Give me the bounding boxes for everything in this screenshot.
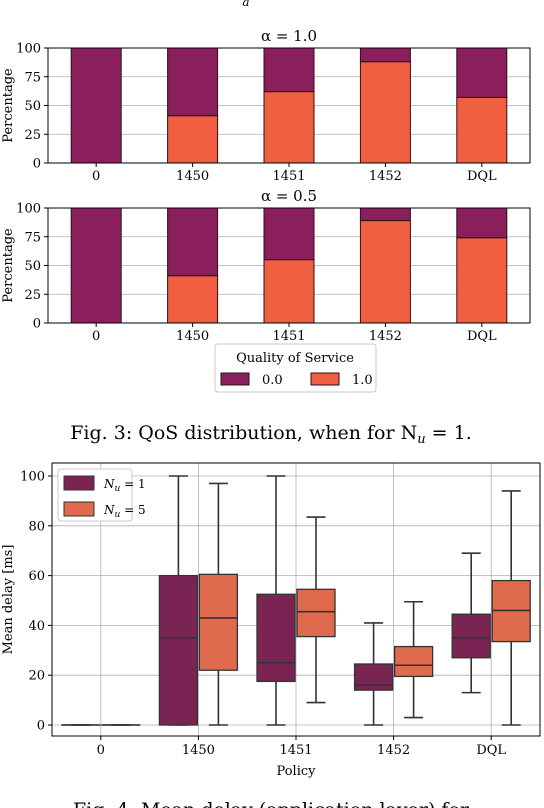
panel-1-ytick-label: 100 bbox=[16, 202, 41, 217]
box-xtick-label: 1451 bbox=[279, 743, 312, 758]
panel-0-bar-qos0-1452 bbox=[359, 47, 411, 63]
panel-1-xtick-label: 1452 bbox=[369, 329, 402, 344]
panel-0-ytick-label: 25 bbox=[24, 128, 41, 143]
box-n1-DQL-box bbox=[451, 613, 491, 659]
panel-0-xtick-label: 1450 bbox=[176, 169, 209, 184]
fig3-caption: Fig. 3: QoS distribution, when for Nu = … bbox=[70, 422, 472, 447]
panel-1-ytick-label: 0 bbox=[33, 317, 41, 332]
panel-1-bar-qos0-DQL bbox=[456, 207, 508, 239]
panel-0-title: α = 1.0 bbox=[261, 27, 317, 45]
panel-0-xtick-label: 1451 bbox=[272, 169, 305, 184]
box-ytick-label: 40 bbox=[28, 619, 45, 634]
qos-legend-swatch-0 bbox=[220, 372, 250, 386]
box-legend-label-n1: Nu = 1 bbox=[103, 477, 146, 494]
panel-0-bar-qos1-1450 bbox=[167, 115, 219, 164]
panel-1-bar-qos1-1450 bbox=[167, 275, 219, 324]
top-caption-fragment: a bbox=[242, 0, 249, 9]
qos-legend-title: Quality of Service bbox=[236, 351, 354, 366]
box-n5-1452-box bbox=[393, 645, 434, 678]
panel-1-bar-qos0-1451 bbox=[263, 207, 315, 261]
box-n1-1450-box bbox=[158, 574, 199, 726]
box-ytick-label: 80 bbox=[28, 519, 45, 534]
panel-0-bar-qos0-1450 bbox=[167, 47, 219, 117]
panel-0-ytick-label: 0 bbox=[33, 157, 41, 172]
panel-1-bar-qos1-1451 bbox=[263, 259, 315, 324]
box-xtick-label: 1450 bbox=[182, 743, 215, 758]
box-ytick-label: 100 bbox=[20, 470, 45, 485]
box-ytick-label: 20 bbox=[28, 669, 45, 684]
panel-0-bar-qos0-DQL bbox=[456, 47, 508, 98]
box-n1-1452-box bbox=[353, 663, 394, 691]
panel-1-bar-qos0-1452 bbox=[359, 207, 411, 222]
qos-legend-label-0: 0.0 bbox=[262, 373, 283, 388]
box-n5-1451-box bbox=[296, 588, 336, 638]
panel-1-ytick-label: 75 bbox=[24, 230, 41, 245]
panel-0-ytick-label: 100 bbox=[16, 42, 41, 57]
box-n5-1450-box bbox=[198, 573, 239, 671]
fig4-caption: Fig. 4: Mean delay (application layer) f… bbox=[73, 799, 470, 808]
box-ytick-label: 60 bbox=[28, 569, 45, 584]
panel-1-ytick-label: 25 bbox=[24, 288, 41, 303]
panel-1-xtick-label: DQL bbox=[467, 329, 497, 344]
panel-1-bar-qos1-DQL bbox=[456, 237, 508, 324]
box-xtick-label: 1452 bbox=[377, 743, 410, 758]
box-n1-1451-box bbox=[256, 593, 296, 683]
box-xtick-label: 0 bbox=[97, 743, 105, 758]
qos-legend-label-1: 1.0 bbox=[352, 373, 373, 388]
box-legend-swatch-n1 bbox=[63, 475, 95, 491]
panel-0-ytick-label: 75 bbox=[24, 70, 41, 85]
panel-1-xtick-label: 1450 bbox=[176, 329, 209, 344]
box-legend-label-n5: Nu = 5 bbox=[103, 503, 146, 520]
panel-1-title: α = 0.5 bbox=[261, 187, 317, 205]
panel-0-bar-qos0-1451 bbox=[263, 47, 315, 93]
qos-legend-swatch-1 bbox=[310, 372, 340, 386]
box-ytick-label: 0 bbox=[37, 719, 45, 734]
panel-1-xtick-label: 1451 bbox=[272, 329, 305, 344]
box-legend-swatch-n5 bbox=[63, 501, 95, 517]
panel-0-bar-qos1-1451 bbox=[263, 91, 315, 164]
panel-0-xtick-label: 1452 bbox=[369, 169, 402, 184]
box-xlabel: Policy bbox=[277, 764, 317, 779]
panel-1-ytick-label: 50 bbox=[24, 259, 41, 274]
panel-0-ytick-label: 50 bbox=[24, 99, 41, 114]
panel-0-xtick-label: DQL bbox=[467, 169, 497, 184]
panel-1-bar-qos0-0 bbox=[70, 207, 122, 324]
panel-1-bar-qos0-1450 bbox=[167, 207, 219, 277]
panel-0-bar-qos1-1452 bbox=[359, 61, 411, 164]
box-xtick-label: DQL bbox=[476, 743, 506, 758]
panel-0-ylabel: Percentage bbox=[1, 68, 16, 143]
panel-1-bar-qos1-1452 bbox=[359, 220, 411, 324]
panel-0-bar-qos0-0 bbox=[70, 47, 122, 164]
box-ylabel: Mean delay [ms] bbox=[1, 545, 16, 655]
panel-0-bar-qos1-DQL bbox=[456, 96, 508, 164]
panel-1-ylabel: Percentage bbox=[1, 228, 16, 303]
panel-1-xtick-label: 0 bbox=[92, 329, 100, 344]
panel-0-xtick-label: 0 bbox=[92, 169, 100, 184]
